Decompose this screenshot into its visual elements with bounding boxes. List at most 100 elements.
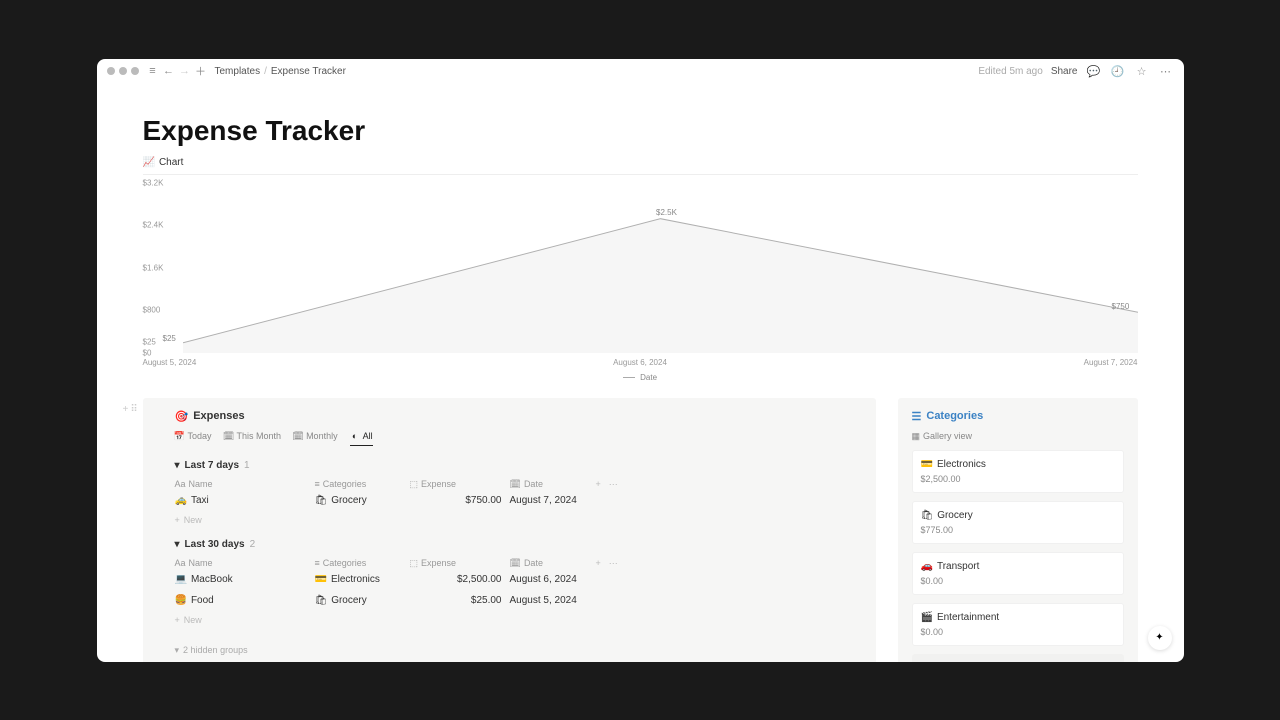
traffic-light-close[interactable] (107, 67, 115, 75)
more-icon[interactable]: ⋯ (1158, 63, 1174, 79)
row-date: August 5, 2024 (510, 595, 590, 606)
expenses-title[interactable]: 🎯 Expenses (175, 410, 860, 423)
category-amount: $0.00 (921, 576, 1115, 586)
category-name: Grocery (937, 510, 973, 521)
view-label: Monthly (306, 431, 338, 441)
target-icon: 🎯 (175, 410, 189, 423)
view-tab[interactable]: 📅Today (175, 431, 212, 445)
column-more-icon[interactable]: ⋯ (609, 558, 618, 569)
table-row[interactable]: 💻MacBook💳Electronics$2,500.00August 6, 2… (175, 569, 860, 590)
gallery-view-label: Gallery view (923, 431, 972, 441)
chart-tab-bar: 📈 Chart (143, 157, 1138, 175)
category-icon: 🎬 (921, 612, 933, 623)
category-icon: 💳 (315, 574, 327, 585)
chart-y-tick: $3.2K (143, 178, 164, 187)
add-column-icon[interactable]: + (596, 479, 601, 489)
categories-block: ☰ Categories ▦ Gallery view 💳 Electronics… (898, 398, 1138, 662)
category-amount: $2,500.00 (921, 474, 1115, 484)
page-content: Expense Tracker 📈 Chart $3.2K$2.4K$1.6K$… (97, 85, 1184, 662)
back-icon[interactable]: ← (161, 63, 177, 79)
chart-icon: 📈 (143, 157, 155, 168)
table-row[interactable]: 🚕Taxi🛍Grocery$750.00August 7, 2024 (175, 490, 860, 511)
new-row-button[interactable]: + New (175, 615, 860, 625)
col-exp-label: Expense (421, 558, 456, 568)
chart-y-tick: $2.4K (143, 221, 164, 230)
new-row-label: New (184, 615, 202, 625)
table-row[interactable]: 🍔Food🛍Grocery$25.00August 5, 2024 (175, 590, 860, 611)
add-column-icon[interactable]: + (596, 558, 601, 568)
row-date: August 6, 2024 (510, 574, 590, 585)
traffic-light-minimize[interactable] (119, 67, 127, 75)
group-title: Last 30 days (185, 539, 245, 550)
new-category-label: New (1013, 661, 1031, 662)
drag-handle-icon[interactable]: ⠿ (130, 404, 137, 415)
tag-icon: ⬚ (410, 479, 419, 490)
category-icon: 💳 (921, 459, 933, 470)
col-date-label: Date (524, 558, 543, 568)
categories-title-text: Categories (926, 410, 983, 422)
col-cat-label: Categories (323, 479, 367, 489)
chart-legend-label: Date (640, 373, 657, 382)
category-card[interactable]: 🚗Transport$0.00 (912, 552, 1124, 595)
group-title: Last 7 days (185, 460, 239, 471)
group-header[interactable]: ▾Last 7 days1 (175, 460, 860, 471)
chart-x-tick: August 6, 2024 (613, 358, 667, 367)
sidebar-toggle-icon[interactable]: ≡ (145, 63, 161, 79)
row-category-text: Grocery (331, 595, 367, 606)
app-window: ≡ ← → ＋ Templates / Expense Tracker Edit… (97, 59, 1184, 662)
hidden-groups[interactable]: ▾ 2 hidden groups (175, 645, 860, 656)
category-card[interactable]: 🎬Entertainment$0.00 (912, 603, 1124, 646)
table-header: AaName≡Categories⬚Expense🗓Date+⋯ (175, 479, 860, 490)
text-icon: Aa (175, 558, 186, 568)
comment-icon[interactable]: 💬 (1086, 63, 1102, 79)
plus-icon: + (175, 515, 180, 525)
chart-x-tick: August 5, 2024 (143, 358, 197, 367)
view-tab[interactable]: 🗓Monthly (293, 431, 338, 445)
view-tab[interactable]: 🗓This Month (224, 431, 282, 445)
col-name-label: Name (189, 558, 213, 568)
page-title: Expense Tracker (143, 115, 1138, 147)
breadcrumb-item[interactable]: Templates (215, 66, 261, 77)
category-icon: 🛍 (315, 495, 328, 506)
new-row-button[interactable]: +New (175, 515, 860, 525)
hidden-groups-label: 2 hidden groups (183, 645, 248, 655)
category-card[interactable]: 💳 Electronics $2,500.00 (912, 450, 1124, 493)
row-name-text: Food (191, 595, 214, 606)
new-category-button[interactable]: + New (912, 654, 1124, 662)
row-icon: 🚕 (175, 495, 187, 506)
star-icon[interactable]: ☆ (1134, 63, 1150, 79)
add-block-icon[interactable]: + (123, 404, 129, 415)
view-tab[interactable]: ◐All (350, 431, 373, 446)
category-icon: 🛍 (315, 595, 328, 606)
chart-y-tick: $800 (143, 306, 161, 315)
new-page-icon[interactable]: ＋ (193, 63, 209, 79)
gallery-icon: ▦ (912, 431, 921, 442)
sparkle-icon: ✦ (1155, 632, 1163, 643)
category-amount: $775.00 (921, 525, 1115, 535)
forward-icon[interactable]: → (177, 63, 193, 79)
expenses-title-text: Expenses (193, 410, 244, 422)
clock-icon[interactable]: 🕘 (1110, 63, 1126, 79)
traffic-light-zoom[interactable] (131, 67, 139, 75)
expenses-block: + ⠿ 🎯 Expenses 📅Today🗓This Month🗓Monthly… (143, 398, 876, 662)
row-icon: 🍔 (175, 595, 187, 606)
block-handles[interactable]: + ⠿ (123, 404, 138, 415)
ai-fab-button[interactable]: ✦ (1148, 626, 1172, 650)
plus-icon: + (1004, 661, 1009, 662)
plus-icon: + (175, 615, 180, 625)
gallery-view-tab[interactable]: ▦ Gallery view (912, 431, 1124, 442)
row-name-text: MacBook (191, 574, 233, 585)
two-column-layout: + ⠿ 🎯 Expenses 📅Today🗓This Month🗓Monthly… (143, 398, 1138, 662)
chart-point-label: $2.5K (656, 208, 677, 217)
chart-tab[interactable]: 📈 Chart (143, 157, 184, 168)
calendar-icon: 🗓 (510, 479, 521, 490)
categories-title[interactable]: ☰ Categories (912, 410, 1124, 423)
share-button[interactable]: Share (1051, 66, 1078, 77)
view-icon: ◐ (350, 431, 360, 441)
category-name: Electronics (937, 459, 986, 470)
category-card[interactable]: 🛍Grocery$775.00 (912, 501, 1124, 544)
group-header[interactable]: ▾Last 30 days2 (175, 539, 860, 550)
column-more-icon[interactable]: ⋯ (609, 479, 618, 490)
breadcrumb-item[interactable]: Expense Tracker (271, 66, 346, 77)
row-category-text: Grocery (331, 495, 367, 506)
